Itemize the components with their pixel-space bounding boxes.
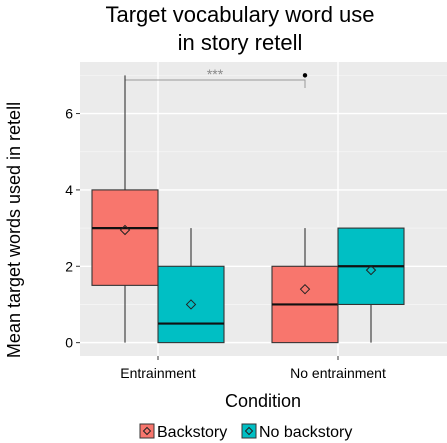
legend-key-no-backstory: [241, 423, 257, 439]
y-axis: 0 2 4 6: [65, 106, 80, 351]
legend-swatch: [139, 423, 155, 439]
significance-label: ***: [207, 66, 224, 82]
box-backstory: [271, 73, 339, 344]
legend-label: No backstory: [259, 424, 352, 441]
legend-label: Backstory: [157, 424, 227, 441]
y-tick-label: 0: [65, 335, 73, 351]
legend: Backstory No backstory: [139, 423, 352, 441]
outlier-point: [302, 73, 308, 78]
mean-marker: [185, 299, 197, 310]
legend-swatch: [241, 423, 257, 439]
mean-marker: [119, 224, 131, 236]
y-tick-label: 2: [65, 258, 73, 274]
box-iqr: [91, 189, 159, 286]
chart-title-line-1: Target vocabulary word use: [105, 2, 374, 27]
mean-marker: [299, 283, 311, 295]
chart-title-line-2: in story retell: [178, 30, 303, 55]
mean-marker: [365, 264, 377, 276]
x-tick-label: Entrainment: [120, 365, 196, 381]
y-axis-label: Mean target words used in retell: [4, 102, 24, 358]
x-axis: Entrainment No entrainment: [120, 356, 386, 381]
legend-key-backstory: [139, 423, 155, 439]
x-axis-label: Condition: [225, 391, 301, 411]
box-no-backstory: [337, 227, 405, 343]
boxes-group: [91, 73, 405, 344]
box-iqr: [157, 265, 225, 344]
box-no-backstory: [157, 228, 225, 344]
box-backstory: [91, 75, 159, 343]
y-tick-label: 4: [65, 182, 73, 198]
legend-mean-icon: [142, 426, 152, 436]
legend-mean-icon: [244, 426, 254, 436]
x-tick-label: No entrainment: [290, 365, 386, 381]
y-tick-label: 6: [65, 106, 73, 122]
